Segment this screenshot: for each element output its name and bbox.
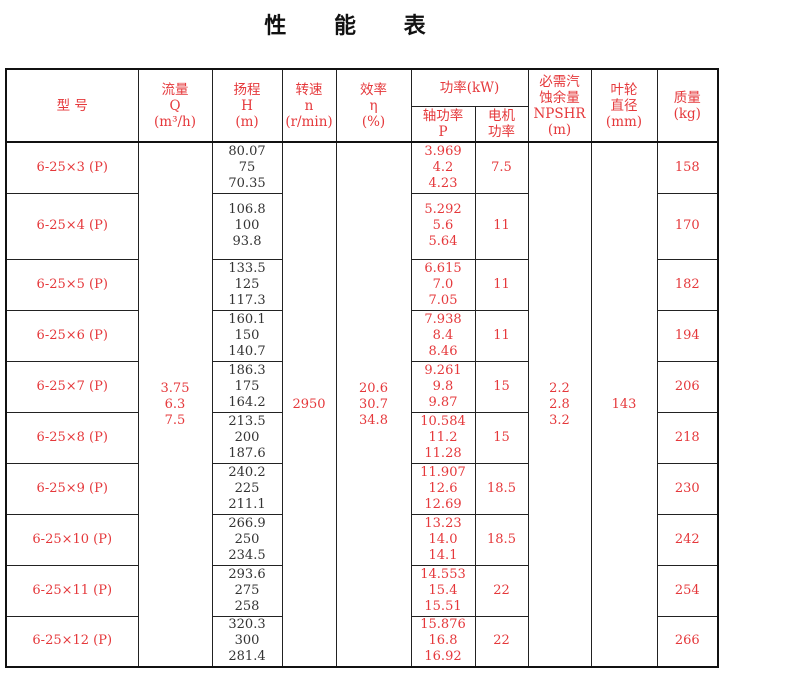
- header-npshr: 必需汽 蚀余量 NPSHR (m): [527, 68, 592, 143]
- shaft-power-cell: 3.969 4.2 4.23: [410, 141, 476, 194]
- shaft-power-cell: 15.876 16.8 16.92: [410, 615, 476, 668]
- table-row: 6-25×9 (P) 240.2 225 211.1 11.907 12.6 12.…: [5, 462, 719, 515]
- page-title: 性 能 表: [264, 14, 446, 39]
- mass-cell: 266: [656, 615, 719, 668]
- shaft-power-cell: 9.261 9.8 9.87: [410, 360, 476, 413]
- mass-cell: 158: [656, 141, 719, 194]
- shaft-power-cell: 7.938 8.4 8.46: [410, 309, 476, 362]
- motor-power-cell: 11: [474, 192, 529, 260]
- header-shaft-power: 轴功率 P: [410, 105, 476, 143]
- mass-cell: 242: [656, 513, 719, 566]
- model-cell: 6-25×6 (P): [5, 309, 139, 362]
- motor-power-cell: 18.5: [474, 462, 529, 515]
- model-cell: 6-25×4 (P): [5, 192, 139, 260]
- head-cell: 240.2 225 211.1: [211, 462, 283, 515]
- header-speed: 转速 n (r/min): [281, 68, 337, 143]
- model-cell: 6-25×10 (P): [5, 513, 139, 566]
- model-cell: 6-25×3 (P): [5, 141, 139, 194]
- table-row: 6-25×5 (P) 133.5 125 117.3 6.615 7.0 7.05 1…: [5, 258, 719, 311]
- table-row: 6-25×3 (P) 3.75 6.3 7.5 80.07 75 70.35 2950…: [5, 141, 719, 668]
- mass-cell: 170: [656, 192, 719, 260]
- shaft-power-cell: 5.292 5.6 5.64: [410, 192, 476, 260]
- header-head: 扬程 H (m): [211, 68, 283, 143]
- table-row: 6-25×11 (P) 293.6 275 258 14.553 15.4 15.5…: [5, 564, 719, 617]
- motor-power-cell: 15: [474, 360, 529, 413]
- model-cell: 6-25×8 (P): [5, 411, 139, 464]
- motor-power-cell: 11: [474, 258, 529, 311]
- motor-power-cell: 18.5: [474, 513, 529, 566]
- model-cell: 6-25×5 (P): [5, 258, 139, 311]
- motor-power-cell: 11: [474, 309, 529, 362]
- motor-power-cell: 15: [474, 411, 529, 464]
- head-cell: 186.3 175 164.2: [211, 360, 283, 413]
- head-cell: 293.6 275 258: [211, 564, 283, 617]
- mass-cell: 182: [656, 258, 719, 311]
- head-cell: 80.07 75 70.35: [211, 141, 283, 194]
- head-cell: 133.5 125 117.3: [211, 258, 283, 311]
- table-row: 6-25×8 (P) 213.5 200 187.6 10.584 11.2 11.…: [5, 411, 719, 464]
- motor-power-cell: 22: [474, 615, 529, 668]
- speed-cell: 2950: [281, 141, 337, 668]
- head-cell: 160.1 150 140.7: [211, 309, 283, 362]
- model-cell: 6-25×11 (P): [5, 564, 139, 617]
- mass-cell: 218: [656, 411, 719, 464]
- head-cell: 266.9 250 234.5: [211, 513, 283, 566]
- motor-power-cell: 22: [474, 564, 529, 617]
- head-cell: 106.8 100 93.8: [211, 192, 283, 260]
- shaft-power-cell: 14.553 15.4 15.51: [410, 564, 476, 617]
- header-mass: 质量 (kg): [656, 68, 719, 143]
- shaft-power-cell: 11.907 12.6 12.69: [410, 462, 476, 515]
- header-flow: 流量 Q (m³/h): [137, 68, 213, 143]
- header-power: 功率(kW): [410, 68, 529, 107]
- flow-cell: 3.75 6.3 7.5: [137, 141, 213, 668]
- mass-cell: 206: [656, 360, 719, 413]
- table-row: 6-25×4 (P) 106.8 100 93.8 5.292 5.6 5.64 11…: [5, 192, 719, 260]
- impeller-cell: 143: [590, 141, 658, 668]
- header-motor-power: 电机 功率: [474, 105, 529, 143]
- header-efficiency: 效率 η (%): [335, 68, 412, 143]
- model-cell: 6-25×9 (P): [5, 462, 139, 515]
- head-cell: 213.5 200 187.6: [211, 411, 283, 464]
- performance-table: 型 号 流量 Q (m³/h) 扬程 H (m) 转速 n (r/min) 效率…: [5, 68, 719, 668]
- mass-cell: 194: [656, 309, 719, 362]
- table-row: 6-25×6 (P) 160.1 150 140.7 7.938 8.4 8.46 1…: [5, 309, 719, 362]
- shaft-power-cell: 6.615 7.0 7.05: [410, 258, 476, 311]
- model-cell: 6-25×12 (P): [5, 615, 139, 668]
- shaft-power-cell: 13.23 14.0 14.1: [410, 513, 476, 566]
- mass-cell: 254: [656, 564, 719, 617]
- head-cell: 320.3 300 281.4: [211, 615, 283, 668]
- shaft-power-cell: 10.584 11.2 11.28: [410, 411, 476, 464]
- header-model: 型 号: [5, 68, 139, 143]
- npshr-cell: 2.2 2.8 3.2: [527, 141, 592, 668]
- mass-cell: 230: [656, 462, 719, 515]
- model-cell: 6-25×7 (P): [5, 360, 139, 413]
- motor-power-cell: 7.5: [474, 141, 529, 194]
- header-impeller: 叶轮 直径 (mm): [590, 68, 658, 143]
- table-row: 6-25×12 (P) 320.3 300 281.4 15.876 16.8 16…: [5, 615, 719, 668]
- table-row: 6-25×7 (P) 186.3 175 164.2 9.261 9.8 9.87 1…: [5, 360, 719, 413]
- efficiency-cell: 20.6 30.7 34.8: [335, 141, 412, 668]
